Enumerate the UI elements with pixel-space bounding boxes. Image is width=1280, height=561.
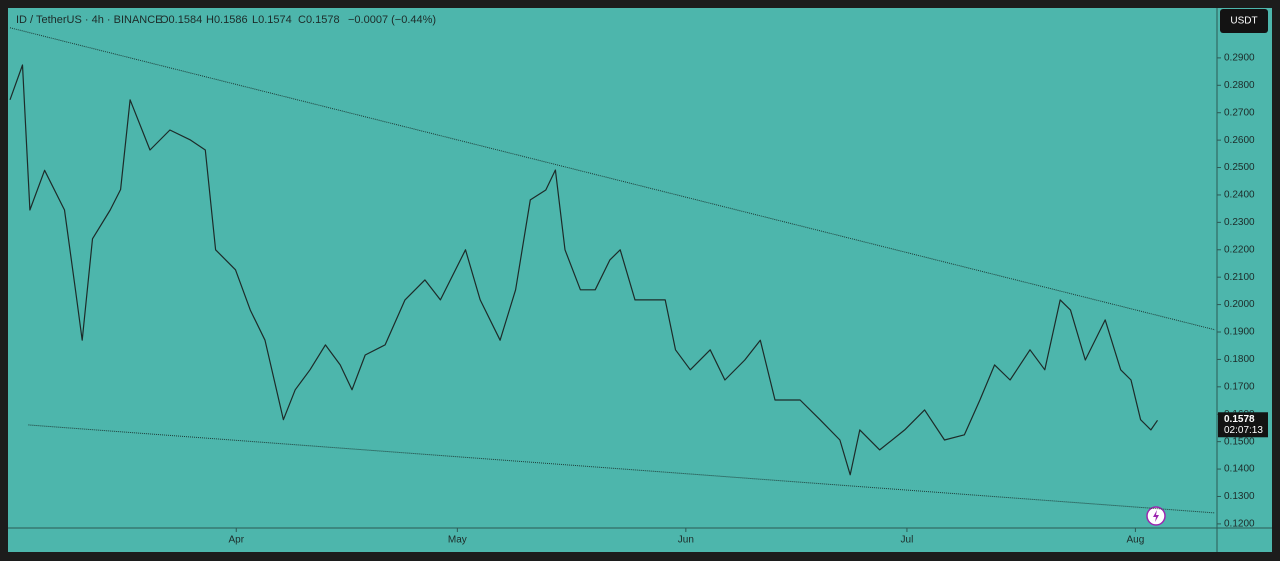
y-tick-label: 0.2700 (1224, 107, 1255, 118)
y-tick-label: 0.1300 (1224, 491, 1255, 502)
last-price-label: 0.1578 (1224, 414, 1255, 425)
y-tick-label: 0.1700 (1224, 381, 1255, 392)
currency-button[interactable]: USDT (1220, 9, 1268, 33)
y-tick-label: 0.1900 (1224, 327, 1255, 338)
currency-button-bg (1220, 9, 1268, 33)
y-tick-label: 0.1400 (1224, 464, 1255, 475)
alert-icon[interactable] (1146, 506, 1166, 526)
ohlc-label: O0.1584 (160, 14, 202, 26)
y-tick-label: 0.2800 (1224, 80, 1255, 91)
y-tick-label: 0.1500 (1224, 436, 1255, 447)
y-tick-label: 0.2000 (1224, 299, 1255, 310)
ohlc-label: H0.1586 (206, 14, 248, 26)
ohlc-label: L0.1574 (252, 14, 292, 26)
last-price-tag (1218, 412, 1268, 438)
symbol-header: ID / TetherUS · 4h · BINANCE (16, 14, 163, 26)
x-tick-label: Jun (678, 535, 694, 546)
y-tick-label: 0.2200 (1224, 244, 1255, 255)
y-tick-label: 0.2100 (1224, 272, 1255, 283)
ohlc-label: C0.1578 (298, 14, 340, 26)
countdown-label: 02:07:13 (1224, 425, 1263, 436)
y-tick-label: 0.1200 (1224, 519, 1255, 530)
y-tick-label: 0.2300 (1224, 217, 1255, 228)
y-tick-label: 0.2600 (1224, 135, 1255, 146)
x-tick-label: Jul (901, 535, 914, 546)
y-tick-label: 0.2400 (1224, 190, 1255, 201)
chart-background (8, 8, 1272, 552)
y-tick-label: 0.1800 (1224, 354, 1255, 365)
price-line (9, 64, 1158, 476)
x-tick-label: Apr (228, 535, 244, 546)
trendline (28, 424, 1216, 514)
currency-label[interactable]: USDT (1230, 16, 1257, 27)
y-tick-label: 0.2500 (1224, 162, 1255, 173)
change-label: −0.0007 (−0.44%) (348, 14, 436, 26)
y-tick-label: 0.2900 (1224, 53, 1255, 64)
x-tick-label: Aug (1127, 535, 1145, 546)
alert-icon-bolt (1153, 510, 1159, 522)
x-tick-label: May (448, 535, 467, 546)
